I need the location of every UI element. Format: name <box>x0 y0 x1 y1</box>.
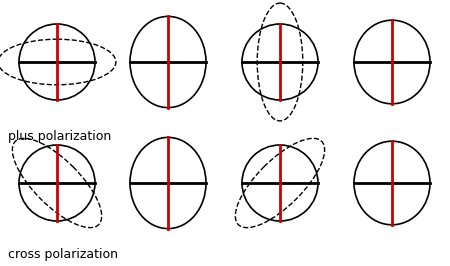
Text: plus polarization: plus polarization <box>8 130 111 143</box>
Text: cross polarization: cross polarization <box>8 248 118 261</box>
